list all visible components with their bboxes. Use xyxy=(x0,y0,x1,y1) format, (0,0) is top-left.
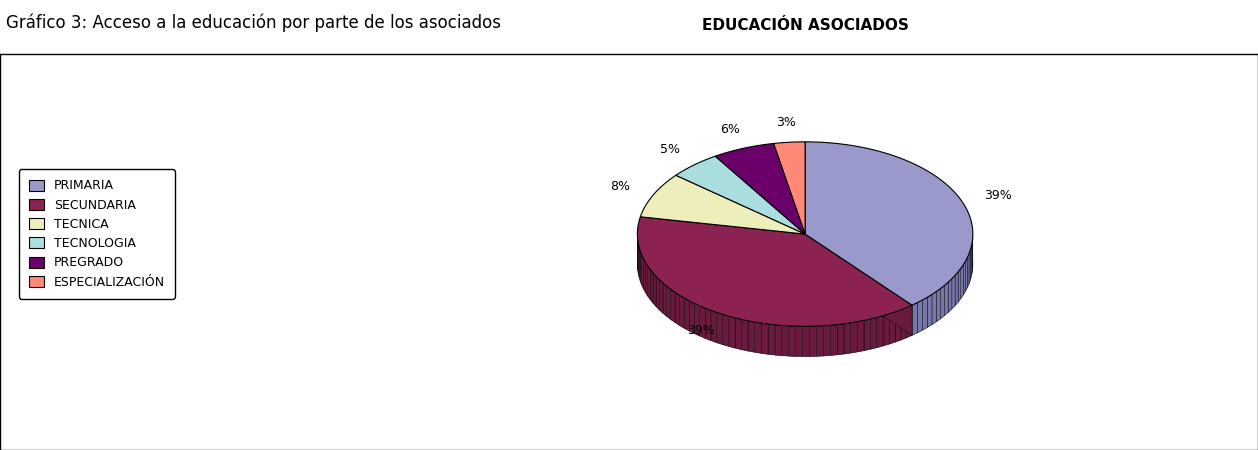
Polygon shape xyxy=(927,294,932,328)
Polygon shape xyxy=(642,255,643,289)
Polygon shape xyxy=(655,276,659,310)
Polygon shape xyxy=(969,250,970,284)
Polygon shape xyxy=(728,316,735,348)
Polygon shape xyxy=(824,325,830,356)
Polygon shape xyxy=(663,283,667,316)
Text: 8%: 8% xyxy=(610,180,630,193)
Polygon shape xyxy=(676,292,679,325)
Polygon shape xyxy=(761,323,769,354)
Polygon shape xyxy=(684,298,689,331)
Polygon shape xyxy=(816,326,824,356)
PathPatch shape xyxy=(676,156,805,234)
Polygon shape xyxy=(877,316,883,348)
Legend: PRIMARIA, SECUNDARIA, TECNICA, TECNOLOGIA, PREGRADO, ESPECIALIZACIÓN: PRIMARIA, SECUNDARIA, TECNICA, TECNOLOGI… xyxy=(19,169,175,299)
Polygon shape xyxy=(949,279,952,312)
PathPatch shape xyxy=(640,176,805,234)
Polygon shape xyxy=(653,273,655,306)
Polygon shape xyxy=(717,312,723,345)
Polygon shape xyxy=(889,312,896,344)
Polygon shape xyxy=(699,306,706,338)
Polygon shape xyxy=(896,310,901,342)
Polygon shape xyxy=(883,314,889,346)
Polygon shape xyxy=(952,275,955,309)
Text: 3%: 3% xyxy=(776,116,796,129)
Polygon shape xyxy=(936,288,941,322)
Polygon shape xyxy=(694,303,699,336)
Polygon shape xyxy=(723,315,728,346)
Polygon shape xyxy=(735,318,741,350)
Polygon shape xyxy=(689,301,694,333)
Polygon shape xyxy=(805,234,912,335)
Polygon shape xyxy=(775,325,781,356)
Text: Gráfico 3: Acceso a la educación por parte de los asociados: Gráfico 3: Acceso a la educación por par… xyxy=(6,14,501,32)
Polygon shape xyxy=(741,320,749,351)
Polygon shape xyxy=(671,289,676,323)
Polygon shape xyxy=(967,254,969,288)
Polygon shape xyxy=(945,282,949,315)
Polygon shape xyxy=(749,321,755,352)
Polygon shape xyxy=(659,280,663,313)
PathPatch shape xyxy=(638,217,912,326)
Polygon shape xyxy=(640,251,642,285)
Polygon shape xyxy=(964,261,965,295)
Polygon shape xyxy=(941,285,945,319)
Polygon shape xyxy=(645,262,648,296)
Polygon shape xyxy=(810,326,816,356)
Polygon shape xyxy=(901,307,907,340)
Text: 39%: 39% xyxy=(984,189,1011,202)
Polygon shape xyxy=(781,325,789,356)
Text: 5%: 5% xyxy=(659,143,679,156)
Polygon shape xyxy=(858,320,864,352)
Polygon shape xyxy=(871,317,877,349)
Polygon shape xyxy=(917,300,922,333)
Text: 6%: 6% xyxy=(720,123,740,136)
Polygon shape xyxy=(711,310,717,343)
Polygon shape xyxy=(907,305,912,338)
Ellipse shape xyxy=(638,172,972,356)
Polygon shape xyxy=(755,322,761,353)
Polygon shape xyxy=(965,257,967,291)
Polygon shape xyxy=(850,322,858,353)
Polygon shape xyxy=(959,268,961,302)
PathPatch shape xyxy=(716,144,805,234)
Polygon shape xyxy=(830,324,838,356)
Polygon shape xyxy=(912,303,917,335)
Polygon shape xyxy=(805,234,912,335)
Polygon shape xyxy=(932,292,936,324)
Polygon shape xyxy=(795,326,803,356)
PathPatch shape xyxy=(774,142,805,234)
Polygon shape xyxy=(667,286,671,320)
Polygon shape xyxy=(706,308,711,341)
Polygon shape xyxy=(648,266,650,300)
Text: 39%: 39% xyxy=(687,324,715,338)
Polygon shape xyxy=(650,270,653,303)
Polygon shape xyxy=(803,326,810,356)
Polygon shape xyxy=(844,323,850,354)
Polygon shape xyxy=(922,297,927,330)
Polygon shape xyxy=(961,265,964,299)
Polygon shape xyxy=(955,272,959,306)
Polygon shape xyxy=(769,324,775,355)
PathPatch shape xyxy=(805,142,972,305)
Polygon shape xyxy=(789,326,795,356)
Polygon shape xyxy=(864,319,871,351)
Polygon shape xyxy=(643,259,645,292)
Text: EDUCACIÓN ASOCIADOS: EDUCACIÓN ASOCIADOS xyxy=(702,18,908,33)
Polygon shape xyxy=(679,295,684,328)
Polygon shape xyxy=(838,324,844,355)
